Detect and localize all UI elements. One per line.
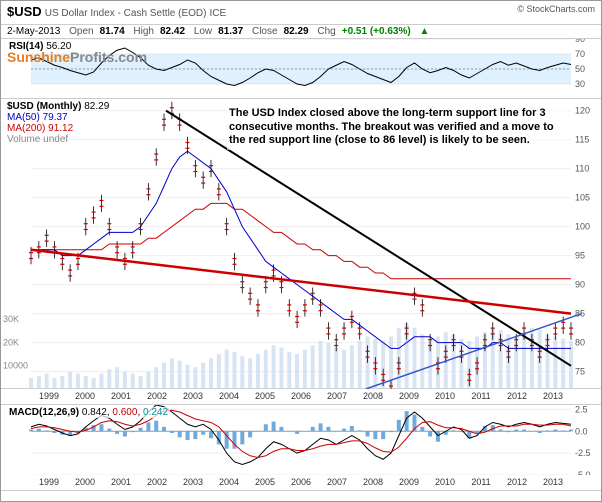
svg-text:0.0: 0.0 xyxy=(575,426,588,436)
svg-text:-5.0: -5.0 xyxy=(575,470,591,475)
macd-v1: 0.842 xyxy=(82,407,107,418)
close-value: 82.29 xyxy=(284,26,309,37)
year-axis-macd: 1999200020012002200320042005200620072008… xyxy=(1,475,601,491)
svg-text:20K: 20K xyxy=(3,337,19,347)
exchange: ICE xyxy=(210,8,227,19)
up-arrow-icon: ▲ xyxy=(419,26,429,37)
svg-text:10000: 10000 xyxy=(3,361,28,371)
svg-text:100: 100 xyxy=(575,221,590,231)
svg-text:30K: 30K xyxy=(3,314,19,324)
date: 2-May-2013 xyxy=(7,26,60,37)
ohlc-values: 2-May-2013 Open81.74 High82.42 Low81.37 … xyxy=(7,26,435,37)
open-value: 81.74 xyxy=(100,26,125,37)
macd-panel: MACD(12,26,9) 0.842, 0.600, 0.242 -5.0 -2… xyxy=(1,405,601,475)
svg-text:2.5: 2.5 xyxy=(575,405,588,414)
low-label: Low xyxy=(194,26,212,37)
legend-ticker: $USD (Monthly) 82.29 xyxy=(7,101,109,112)
year-axis-main: 1999200020012002200320042005200620072008… xyxy=(1,389,601,405)
main-panel: $USD (Monthly) 82.29 MA(50) 79.37 MA(200… xyxy=(1,99,601,389)
chg-label: Chg xyxy=(317,26,335,37)
svg-text:75: 75 xyxy=(575,366,585,376)
annotation-text: The USD Index closed above the long-term… xyxy=(227,105,567,150)
svg-text:70: 70 xyxy=(575,49,585,59)
legend-ma50: MA(50) 79.37 xyxy=(7,112,109,123)
watermark-part2: Profits.com xyxy=(70,49,147,65)
high-label: High xyxy=(133,26,154,37)
svg-text:30: 30 xyxy=(575,79,585,89)
svg-text:50: 50 xyxy=(575,64,585,74)
main-legend: $USD (Monthly) 82.29 MA(50) 79.37 MA(200… xyxy=(7,101,109,145)
chg-value: +0.51 (+0.63%) xyxy=(342,26,411,37)
open-label: Open xyxy=(69,26,93,37)
macd-v3: 0.242 xyxy=(143,407,168,418)
svg-text:90: 90 xyxy=(575,39,585,44)
watermark-part1: Sunshine xyxy=(7,49,70,65)
chart-container: $USD US Dollar Index - Cash Settle (EOD)… xyxy=(0,0,602,502)
header-left: $USD US Dollar Index - Cash Settle (EOD)… xyxy=(7,4,226,21)
svg-text:90: 90 xyxy=(575,279,585,289)
macd-label: MACD(12,26,9) 0.842, 0.600, 0.242 xyxy=(7,407,170,418)
legend-ma200: MA(200) 91.12 xyxy=(7,123,109,134)
svg-text:80: 80 xyxy=(575,337,585,347)
watermark: SunshineProfits.com xyxy=(7,49,147,65)
svg-text:120: 120 xyxy=(575,105,590,115)
svg-text:115: 115 xyxy=(575,134,589,144)
chart-header: $USD US Dollar Index - Cash Settle (EOD)… xyxy=(1,1,601,25)
svg-text:110: 110 xyxy=(575,163,589,173)
ticker-symbol: $USD xyxy=(7,4,42,19)
ohlc-row: 2-May-2013 Open81.74 High82.42 Low81.37 … xyxy=(1,25,601,39)
rsi-panel: RSI(14) 56.20 SunshineProfits.com 305070… xyxy=(1,39,601,99)
svg-text:95: 95 xyxy=(575,250,585,260)
ticker-name: US Dollar Index - Cash Settle (EOD) xyxy=(45,8,207,19)
close-label: Close xyxy=(252,26,278,37)
legend-volume: Volume undef xyxy=(7,134,109,145)
svg-text:-2.5: -2.5 xyxy=(575,448,591,458)
macd-v2: 0.600 xyxy=(112,407,137,418)
rsi-chart: 30 50 70 90 xyxy=(1,39,601,99)
svg-text:105: 105 xyxy=(575,192,590,202)
low-value: 81.37 xyxy=(218,26,243,37)
high-value: 82.42 xyxy=(160,26,185,37)
macd-name: MACD(12,26,9) xyxy=(9,407,79,418)
source-credit: © StockCharts.com xyxy=(517,4,595,14)
